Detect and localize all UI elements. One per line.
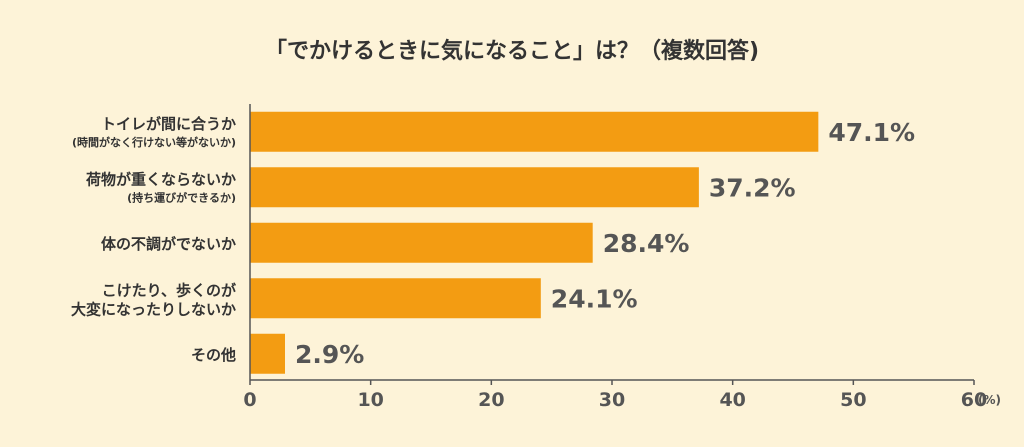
bar-0 — [250, 111, 819, 152]
x-tick-label-4: 40 — [719, 389, 745, 411]
value-labels: 47.1% 37.2% 28.4% 24.1% 2.9% — [295, 118, 915, 369]
x-tick-label-6: 60 — [961, 389, 987, 411]
bar-3 — [250, 278, 541, 319]
x-axis: 0 10 20 30 40 50 60 — [243, 104, 987, 411]
value-label-2: 28.4% — [603, 229, 690, 258]
value-label-4: 2.9% — [295, 340, 364, 369]
category-label-2: 体の不調がでないか — [101, 235, 236, 253]
category-label-0: トイレが間に合うか — [101, 115, 236, 133]
x-tick-label-3: 30 — [599, 389, 625, 411]
category-labels: トイレが間に合うか (時間がなく行けない等がないか) 荷物が重くならないか (持ち運び… — [71, 115, 237, 364]
bar-4 — [250, 333, 285, 374]
x-tick-label-0: 0 — [243, 389, 256, 411]
category-label-3: こけたり、歩くのが — [102, 281, 237, 299]
x-tick-label-2: 20 — [478, 389, 504, 411]
value-label-1: 37.2% — [709, 173, 796, 202]
category-sublabel-3: 大変になったりしないか — [71, 300, 236, 318]
bars-group — [250, 111, 819, 374]
value-label-0: 47.1% — [828, 118, 915, 147]
value-label-3: 24.1% — [551, 284, 638, 313]
category-sublabel-1: (持ち運びができるか) — [127, 190, 236, 204]
bar-2 — [250, 222, 593, 263]
unit-label: (%) — [978, 393, 1001, 407]
category-label-4: その他 — [191, 346, 236, 364]
bar-1 — [250, 167, 699, 208]
category-sublabel-0: (時間がなく行けない等がないか) — [72, 135, 236, 149]
category-label-1: 荷物が重くならないか — [86, 170, 236, 188]
x-tick-label-5: 50 — [840, 389, 866, 411]
x-tick-label-1: 10 — [357, 389, 383, 411]
chart-title: 「でかけるときに気になること」は？（複数回答) — [265, 38, 759, 64]
